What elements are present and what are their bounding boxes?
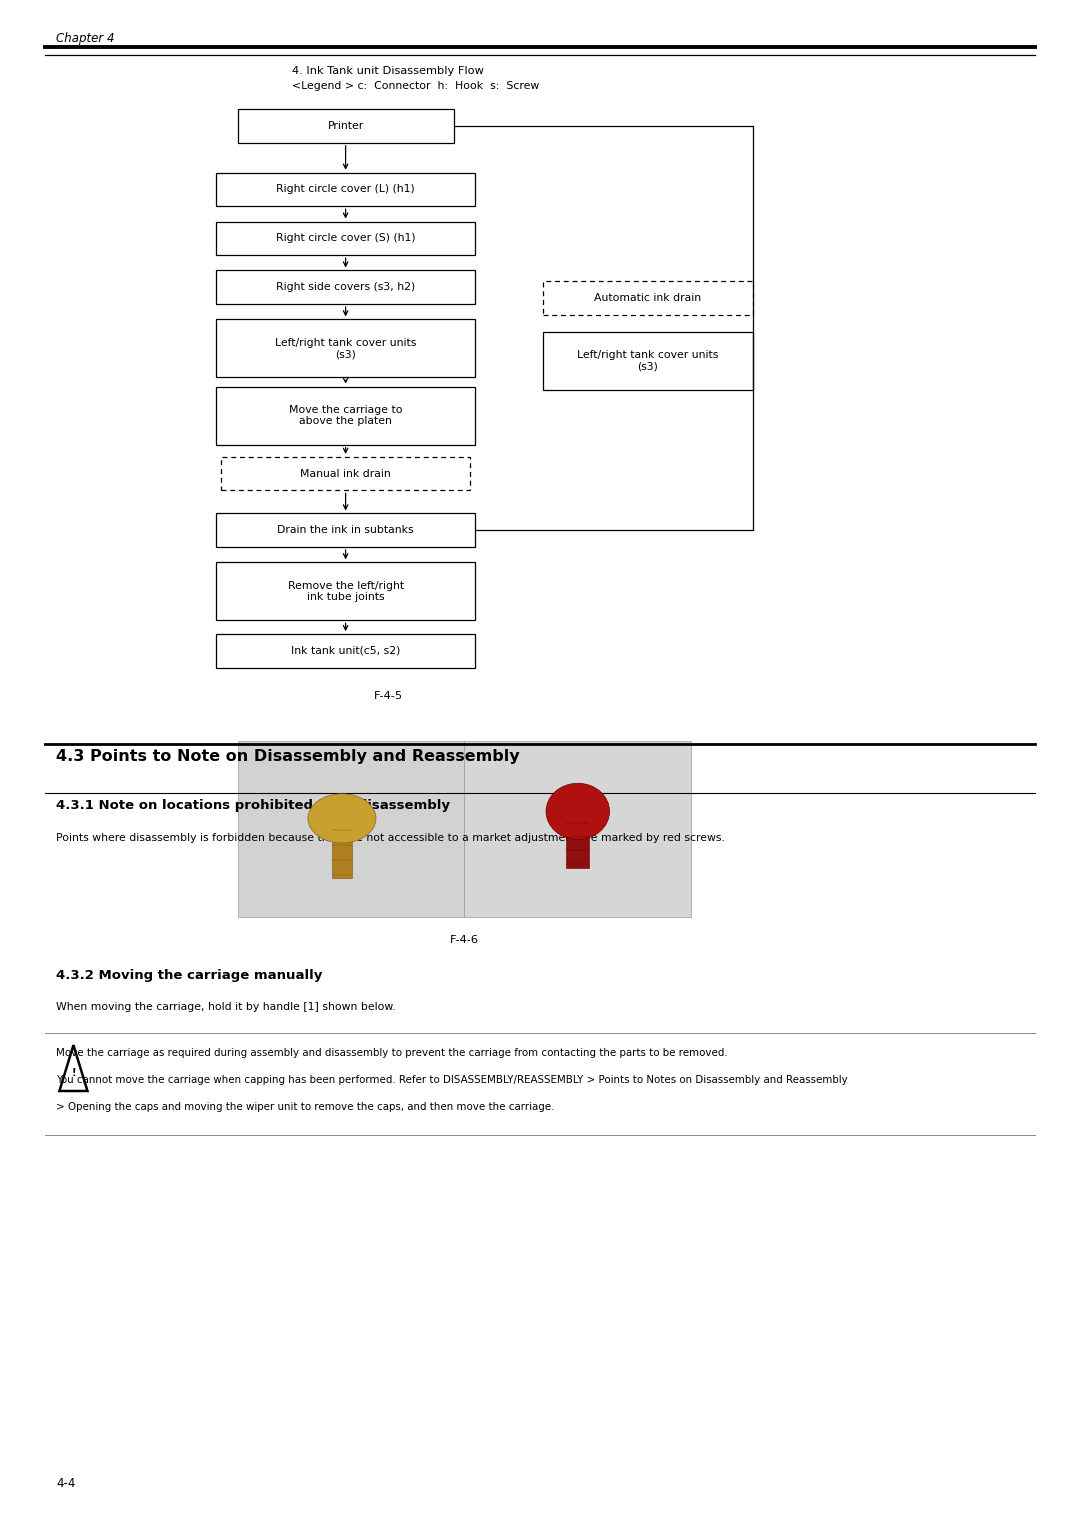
Text: Drain the ink in subtanks: Drain the ink in subtanks bbox=[278, 526, 414, 535]
FancyBboxPatch shape bbox=[216, 634, 475, 668]
FancyBboxPatch shape bbox=[216, 319, 475, 377]
Ellipse shape bbox=[308, 793, 376, 843]
Text: Right side covers (s3, h2): Right side covers (s3, h2) bbox=[276, 283, 415, 292]
Text: Printer: Printer bbox=[327, 121, 364, 131]
Text: Chapter 4: Chapter 4 bbox=[56, 32, 114, 46]
FancyBboxPatch shape bbox=[216, 222, 475, 255]
Text: F-4-5: F-4-5 bbox=[375, 691, 403, 701]
Text: 4.3.2 Moving the carriage manually: 4.3.2 Moving the carriage manually bbox=[56, 969, 323, 983]
FancyBboxPatch shape bbox=[332, 811, 352, 879]
Text: F-4-6: F-4-6 bbox=[450, 935, 478, 946]
FancyBboxPatch shape bbox=[216, 562, 475, 620]
Text: You cannot move the carriage when capping has been performed. Refer to DISASSEMB: You cannot move the carriage when cappin… bbox=[56, 1076, 848, 1085]
FancyBboxPatch shape bbox=[216, 513, 475, 547]
FancyBboxPatch shape bbox=[221, 457, 470, 490]
FancyBboxPatch shape bbox=[216, 270, 475, 304]
Text: Remove the left/right
ink tube joints: Remove the left/right ink tube joints bbox=[287, 581, 404, 602]
Text: <Legend > c:  Connector  h:  Hook  s:  Screw: <Legend > c: Connector h: Hook s: Screw bbox=[292, 81, 539, 92]
Ellipse shape bbox=[546, 784, 609, 839]
FancyBboxPatch shape bbox=[216, 387, 475, 445]
Text: Move the carriage as required during assembly and disassembly to prevent the car: Move the carriage as required during ass… bbox=[56, 1048, 728, 1059]
Text: Right circle cover (L) (h1): Right circle cover (L) (h1) bbox=[276, 185, 415, 194]
Text: 4. Ink Tank unit Disassembly Flow: 4. Ink Tank unit Disassembly Flow bbox=[292, 66, 484, 76]
Text: 4.3 Points to Note on Disassembly and Reassembly: 4.3 Points to Note on Disassembly and Re… bbox=[56, 749, 519, 764]
FancyBboxPatch shape bbox=[216, 173, 475, 206]
Text: Right circle cover (S) (h1): Right circle cover (S) (h1) bbox=[275, 234, 416, 243]
Text: Automatic ink drain: Automatic ink drain bbox=[594, 293, 702, 303]
FancyBboxPatch shape bbox=[567, 807, 590, 868]
Text: Left/right tank cover units
(s3): Left/right tank cover units (s3) bbox=[275, 338, 416, 359]
Text: Move the carriage to
above the platen: Move the carriage to above the platen bbox=[288, 405, 403, 426]
Text: 4.3.1 Note on locations prohibited from disassembly: 4.3.1 Note on locations prohibited from … bbox=[56, 799, 450, 813]
Text: Manual ink drain: Manual ink drain bbox=[300, 469, 391, 478]
Text: Points where disassembly is forbidden because they are not accessible to a marke: Points where disassembly is forbidden be… bbox=[56, 833, 725, 843]
FancyBboxPatch shape bbox=[238, 741, 464, 917]
Text: When moving the carriage, hold it by handle [1] shown below.: When moving the carriage, hold it by han… bbox=[56, 1002, 395, 1013]
Text: 4-4: 4-4 bbox=[56, 1476, 76, 1490]
FancyBboxPatch shape bbox=[542, 332, 754, 390]
FancyBboxPatch shape bbox=[542, 281, 754, 315]
Text: > Opening the caps and moving the wiper unit to remove the caps, and then move t: > Opening the caps and moving the wiper … bbox=[56, 1102, 554, 1112]
Text: !: ! bbox=[71, 1068, 76, 1077]
FancyBboxPatch shape bbox=[238, 108, 454, 142]
Text: Left/right tank cover units
(s3): Left/right tank cover units (s3) bbox=[578, 350, 718, 371]
Text: Ink tank unit(c5, s2): Ink tank unit(c5, s2) bbox=[291, 646, 401, 656]
FancyBboxPatch shape bbox=[464, 741, 691, 917]
